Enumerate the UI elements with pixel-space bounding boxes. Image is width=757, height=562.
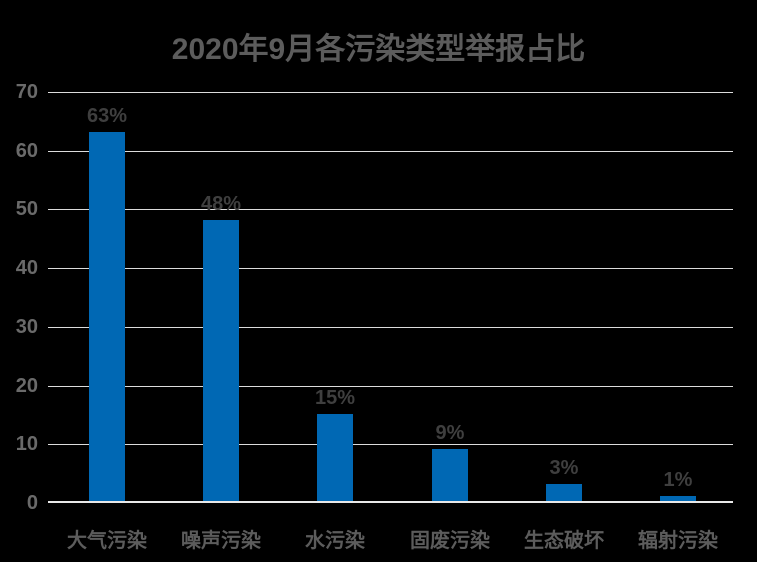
plot-area: 0 10 20 30 40 50 60 70 63% 大气污染 48% 噪声污染 15% 水污染 9% 固废污… — [16, 81, 733, 552]
x-axis-category-label: 辐射污染 — [638, 530, 718, 552]
x-axis-line — [48, 501, 733, 503]
y-axis-tick-label: 70 — [15, 81, 38, 103]
bar — [660, 496, 696, 502]
y-axis-tick-label: 10 — [15, 433, 38, 455]
gridline — [48, 209, 733, 210]
bar-value-label: 9% — [435, 422, 465, 444]
gridline — [48, 268, 733, 269]
chart-title: 2020年9月各污染类型举报占比 — [171, 33, 586, 66]
bar — [317, 414, 353, 502]
bar — [432, 449, 468, 502]
gridline — [48, 151, 733, 152]
bar-value-label: 48% — [200, 193, 242, 215]
gridline — [48, 386, 733, 387]
bar — [546, 484, 582, 502]
gridline — [48, 327, 733, 328]
gridline — [48, 92, 733, 93]
bar — [89, 132, 125, 502]
x-axis-category-label: 噪声污染 — [181, 530, 261, 552]
y-axis-tick-label: 50 — [15, 198, 38, 220]
bar-value-label: 63% — [86, 105, 128, 127]
x-axis-category-label: 固废污染 — [410, 530, 490, 552]
y-axis-tick-label: 60 — [15, 140, 38, 162]
bar-value-label: 1% — [663, 469, 693, 491]
y-axis-tick-label: 40 — [15, 257, 38, 279]
x-axis-category-label: 大气污染 — [67, 530, 147, 552]
gridline — [48, 444, 733, 445]
y-axis-tick-label: 0 — [26, 492, 38, 514]
bar — [203, 220, 239, 502]
y-axis-tick-label: 20 — [15, 375, 38, 397]
bar-value-label: 3% — [549, 457, 579, 479]
y-axis-tick-label: 30 — [15, 316, 38, 338]
x-axis-category-label: 生态破坏 — [524, 530, 604, 552]
bar-value-label: 15% — [314, 387, 356, 409]
x-axis-category-label: 水污染 — [305, 530, 365, 552]
